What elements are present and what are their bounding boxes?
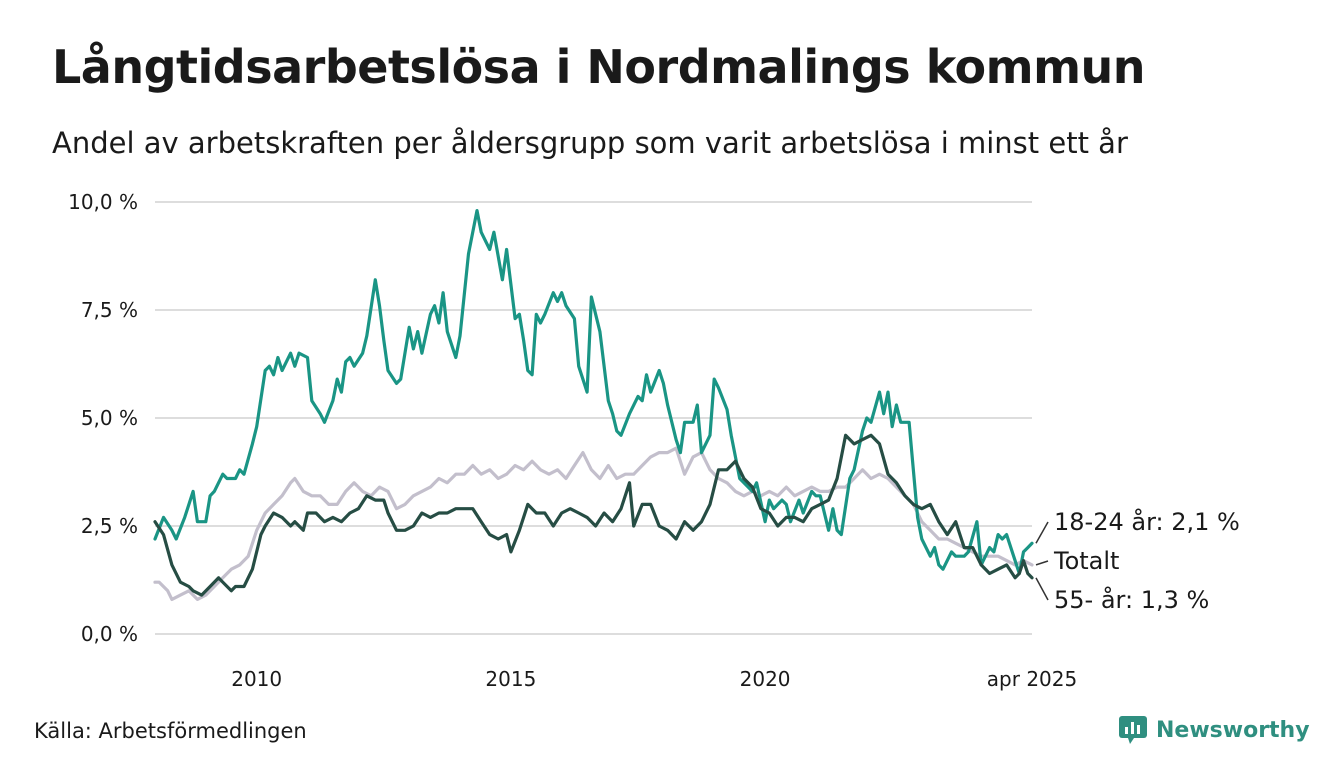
label-leader-line bbox=[1035, 560, 1049, 566]
x-tick-label: 2015 bbox=[485, 667, 536, 691]
x-tick-label: apr 2025 bbox=[987, 667, 1077, 691]
brand-name: Newsworthy bbox=[1156, 717, 1310, 743]
series-end-label: 18-24 år: 2,1 % bbox=[1054, 507, 1240, 536]
chart-title: Långtidsarbetslösa i Nordmalings kommun bbox=[52, 40, 1146, 94]
x-tick-label: 2010 bbox=[231, 667, 282, 691]
y-tick-label: 2,5 % bbox=[81, 514, 138, 538]
x-tick-label: 2020 bbox=[740, 667, 791, 691]
label-leader-line bbox=[1035, 577, 1049, 601]
y-tick-label: 5,0 % bbox=[81, 406, 138, 430]
y-tick-label: 10,0 % bbox=[68, 190, 138, 214]
series-end-label: Totalt bbox=[1053, 547, 1119, 575]
y-tick-label: 0,0 % bbox=[81, 622, 138, 646]
chart-subtitle: Andel av arbetskraften per åldersgrupp s… bbox=[52, 126, 1128, 160]
newsworthy-logo-icon bbox=[1119, 716, 1147, 744]
brand-logo: Newsworthy bbox=[1118, 715, 1310, 745]
y-tick-label: 7,5 % bbox=[81, 298, 138, 322]
series-line-1 bbox=[153, 446, 1034, 601]
source-note: Källa: Arbetsförmedlingen bbox=[34, 719, 307, 743]
label-leader-line bbox=[1035, 521, 1049, 544]
series-line-2 bbox=[153, 433, 1034, 597]
series-line-0 bbox=[153, 209, 1034, 576]
series-end-label: 55- år: 1,3 % bbox=[1054, 585, 1209, 614]
